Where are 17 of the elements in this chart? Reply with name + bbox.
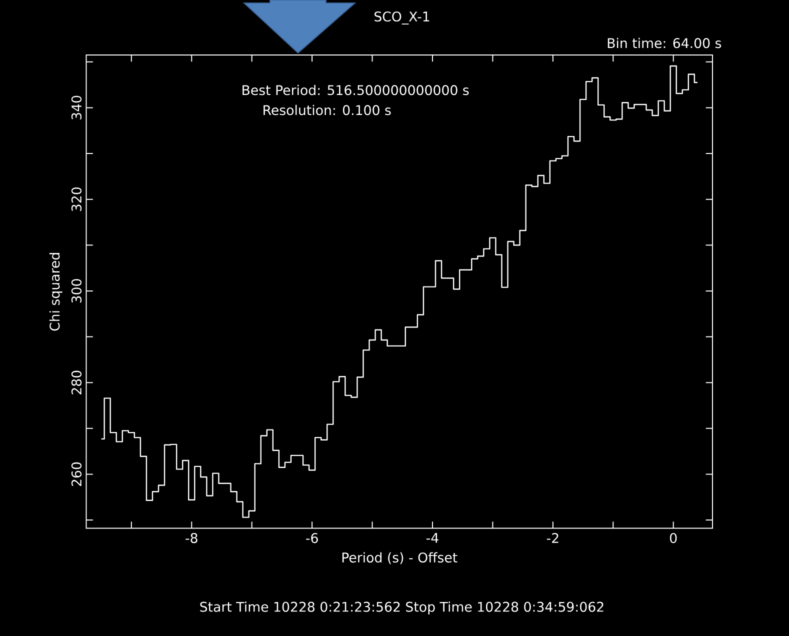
annotation: Resolution: 0.100 s (264, 104, 391, 116)
y-tick-label: 320 (71, 187, 82, 212)
y-axis-title: Chi squared (49, 253, 62, 331)
x-tick-label: 0 (670, 532, 677, 544)
y-tick-label: 300 (71, 279, 82, 303)
text: Bin time: 64.00 s (608, 38, 722, 48)
x-tick-label: -4 (426, 533, 438, 543)
y-tick-label: 260 (71, 462, 82, 486)
chart-title: SCO_X-1 (374, 11, 430, 25)
text: Start Time 10228 0:21:23:562 Stop Time 10228 0:34:59:062 (200, 602, 604, 614)
annotation: Best Period: 516.500000000000 s (242, 84, 469, 96)
y-tick-label: 340 (71, 96, 82, 120)
x-tick-label: -8 (186, 532, 198, 544)
y-tick-label: 280 (71, 370, 82, 394)
x-tick-label: -6 (306, 532, 318, 544)
x-axis-title: Period (s) - Offset (342, 552, 458, 564)
x-tick-label: -2 (546, 532, 558, 543)
